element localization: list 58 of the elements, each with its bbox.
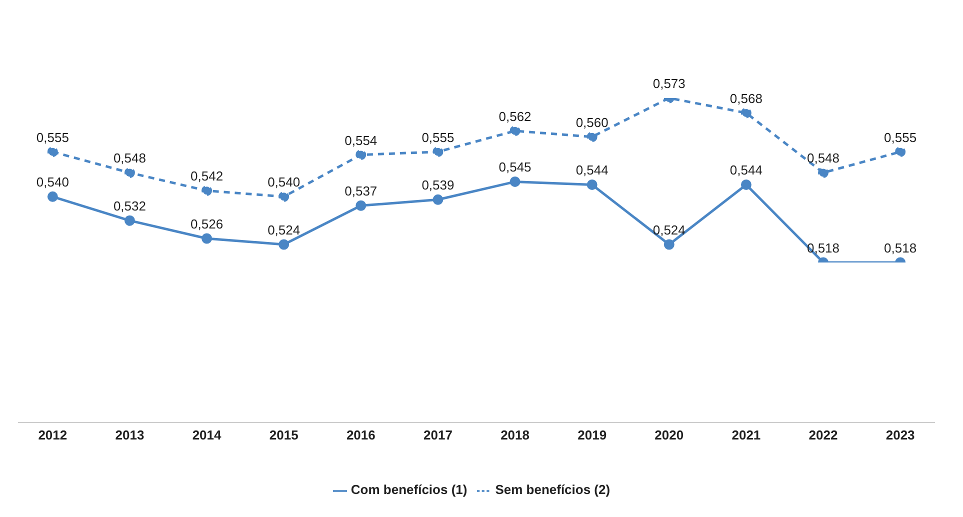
point bbox=[124, 215, 135, 226]
data-label: 0,568 bbox=[730, 90, 762, 106]
point bbox=[356, 150, 366, 160]
data-label: 0,540 bbox=[268, 174, 300, 190]
data-label: 0,555 bbox=[36, 130, 69, 145]
data-label: 0,537 bbox=[344, 184, 378, 199]
point bbox=[356, 200, 366, 211]
x-tick-label: 2013 bbox=[115, 428, 144, 443]
x-tick-label: 2014 bbox=[192, 428, 222, 443]
point bbox=[586, 132, 598, 142]
x-tick-label: 2015 bbox=[269, 428, 298, 443]
x-tick-label: 2012 bbox=[38, 428, 68, 443]
data-label: 0,542 bbox=[190, 168, 224, 184]
point bbox=[510, 126, 520, 136]
x-tick-label: 2020 bbox=[654, 428, 684, 443]
point bbox=[278, 239, 290, 250]
data-label: 0,524 bbox=[268, 222, 300, 238]
data-label: 0,548 bbox=[113, 150, 146, 166]
data-label: 0,562 bbox=[498, 108, 532, 124]
data-label: 0,545 bbox=[498, 160, 532, 175]
point bbox=[664, 239, 674, 250]
data-label: 0,544 bbox=[730, 162, 762, 178]
data-label: 0,548 bbox=[806, 150, 840, 166]
data-label: 0,539 bbox=[422, 178, 454, 193]
point bbox=[47, 191, 58, 202]
legend-label: Com benefícios (1) bbox=[350, 482, 468, 498]
x-tick-label: 2018 bbox=[500, 428, 530, 443]
data-label: 0,554 bbox=[344, 132, 378, 148]
point bbox=[278, 191, 290, 202]
point bbox=[818, 167, 829, 178]
point bbox=[510, 176, 520, 187]
data-label: 0,540 bbox=[36, 174, 69, 190]
data-label: 0,544 bbox=[576, 162, 608, 178]
point bbox=[740, 108, 752, 118]
data-label: 0,532 bbox=[113, 198, 146, 214]
data-label: 0,555 bbox=[422, 130, 454, 145]
point bbox=[432, 194, 444, 205]
point bbox=[586, 179, 598, 190]
point bbox=[124, 167, 135, 178]
x-tick-label: 2023 bbox=[886, 428, 915, 443]
point bbox=[202, 233, 212, 244]
x-tick-label: 2019 bbox=[578, 428, 607, 443]
x-tick-label: 2017 bbox=[424, 428, 452, 443]
point bbox=[895, 146, 906, 158]
point bbox=[740, 179, 752, 190]
data-label: 0,560 bbox=[576, 114, 608, 130]
data-label: 0,555 bbox=[884, 130, 917, 145]
point bbox=[202, 185, 212, 196]
data-label: 0,524 bbox=[652, 222, 686, 238]
x-tick-label: 2021 bbox=[732, 428, 761, 443]
data-label: 0,518 bbox=[884, 240, 917, 256]
x-tick-label: 2016 bbox=[346, 428, 376, 443]
point bbox=[47, 146, 58, 158]
x-tick-label: 2022 bbox=[808, 428, 838, 443]
point bbox=[432, 146, 444, 158]
legend-label: Sem benefícios (2) bbox=[495, 482, 610, 498]
data-label: 0,573 bbox=[652, 76, 686, 91]
data-label: 0,526 bbox=[190, 216, 224, 232]
